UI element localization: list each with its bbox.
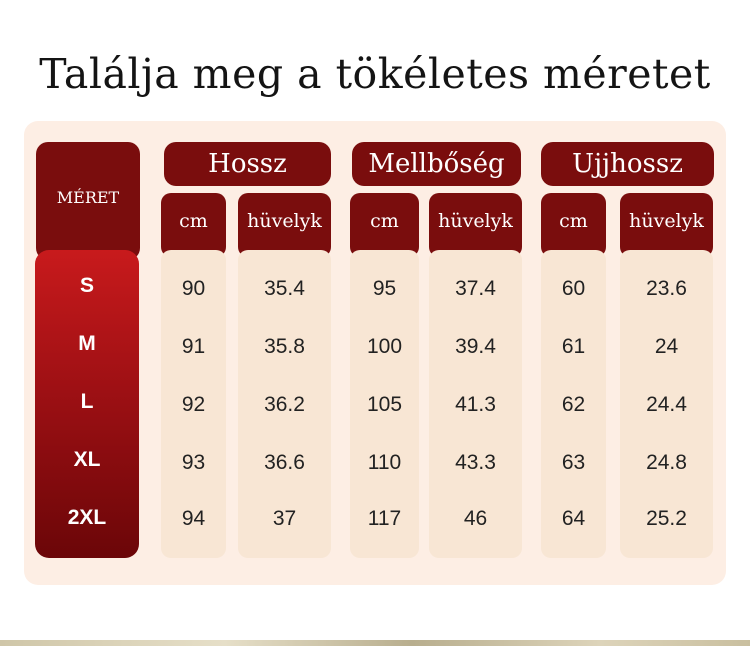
unit-header-cm: cm — [541, 193, 606, 257]
value-cell: 117 — [367, 507, 402, 530]
value-cell: 36.6 — [264, 451, 305, 474]
value-cell: 62 — [561, 393, 586, 416]
value-cell: 37 — [272, 507, 297, 530]
value-cell: 24 — [654, 335, 679, 358]
value-cell: 46 — [463, 507, 488, 530]
value-cell: 90 — [181, 277, 206, 300]
value-cell: 95 — [372, 277, 397, 300]
ujj-cm-column: 60 61 62 63 64 — [541, 250, 606, 558]
value-cell: 24.8 — [646, 451, 687, 474]
value-cell: 61 — [561, 335, 586, 358]
value-cell: 91 — [181, 335, 206, 358]
value-cell: 36.2 — [264, 393, 305, 416]
mell-inch-column: 37.4 39.4 41.3 43.3 46 — [429, 250, 522, 558]
unit-header-inch: hüvelyk — [429, 193, 522, 257]
unit-header-inch: hüvelyk — [620, 193, 713, 257]
size-cell: M — [78, 332, 96, 355]
value-cell: 43.3 — [455, 451, 496, 474]
unit-header-inch: hüvelyk — [238, 193, 331, 257]
value-cell: 60 — [561, 277, 586, 300]
value-cell: 100 — [366, 335, 403, 358]
unit-header-cm: cm — [350, 193, 419, 257]
size-column-header: MÉRET — [36, 142, 140, 260]
group-header-ujjhossz: Ujjhossz — [541, 142, 714, 186]
hossz-inch-column: 35.4 35.8 36.2 36.6 37 — [238, 250, 331, 558]
size-cell: 2XL — [67, 506, 107, 529]
value-cell: 93 — [181, 451, 206, 474]
unit-header-cm: cm — [161, 193, 226, 257]
value-cell: 35.4 — [264, 277, 305, 300]
value-cell: 39.4 — [455, 335, 496, 358]
value-cell: 35.8 — [264, 335, 305, 358]
value-cell: 64 — [561, 507, 586, 530]
ujj-inch-column: 23.6 24 24.4 24.8 25.2 — [620, 250, 713, 558]
group-header-mellboseg: Mellbőség — [352, 142, 521, 186]
value-cell: 63 — [561, 451, 586, 474]
size-column: S M L XL 2XL — [35, 250, 139, 558]
value-cell: 94 — [181, 507, 206, 530]
page-title: Találja meg a tökéletes méretet — [39, 50, 711, 98]
value-cell: 23.6 — [646, 277, 687, 300]
value-cell: 110 — [367, 451, 402, 474]
decorative-bottom-strip — [0, 640, 750, 646]
value-cell: 41.3 — [455, 393, 496, 416]
mell-cm-column: 95 100 105 110 117 — [350, 250, 419, 558]
value-cell: 105 — [366, 393, 403, 416]
hossz-cm-column: 90 91 92 93 94 — [161, 250, 226, 558]
value-cell: 92 — [181, 393, 206, 416]
size-cell: S — [79, 274, 94, 297]
value-cell: 37.4 — [455, 277, 496, 300]
value-cell: 25.2 — [646, 507, 687, 530]
value-cell: 24.4 — [646, 393, 687, 416]
size-cell: L — [80, 390, 94, 413]
group-header-hossz: Hossz — [164, 142, 331, 186]
size-cell: XL — [73, 448, 101, 471]
